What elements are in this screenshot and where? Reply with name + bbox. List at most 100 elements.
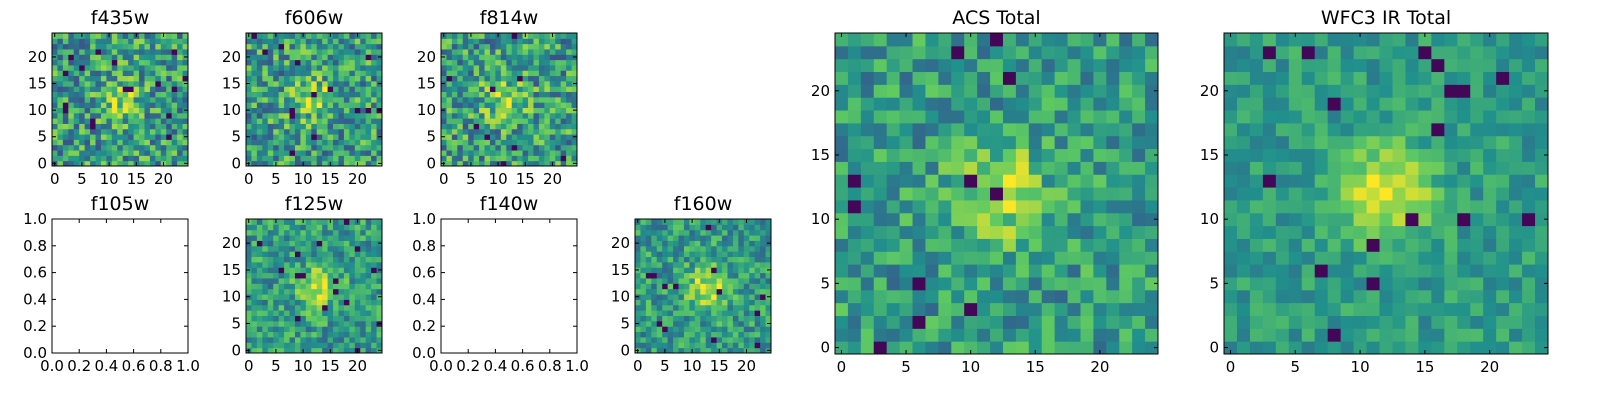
heatmap-cell <box>1418 315 1432 329</box>
heatmap-cell <box>360 336 367 343</box>
heatmap-cell <box>1288 225 1303 239</box>
heatmap-cell <box>538 38 545 45</box>
heatmap-cell <box>727 229 734 236</box>
heatmap-cell <box>727 342 734 349</box>
heatmap-cell <box>754 256 761 263</box>
heatmap-cell <box>376 155 383 162</box>
heatmap-cell <box>1288 328 1303 342</box>
heatmap-cell <box>656 272 663 279</box>
heatmap-cell <box>371 139 378 146</box>
heatmap-cell <box>951 148 965 162</box>
heatmap-cell <box>122 91 129 98</box>
heatmap-cell <box>1015 33 1030 47</box>
heatmap-cell <box>305 118 312 124</box>
heatmap-cell <box>1015 148 1030 162</box>
heatmap-cell <box>1301 71 1316 85</box>
heatmap-cell <box>1522 289 1536 304</box>
heatmap-cell <box>267 256 274 263</box>
heatmap-cell <box>1353 315 1368 329</box>
heatmap-cell <box>1106 135 1120 150</box>
heatmap-cell <box>1483 174 1497 188</box>
heatmap-cell <box>1405 289 1419 304</box>
heatmap-cell <box>964 97 978 111</box>
heatmap-cell <box>62 128 69 135</box>
heatmap-cell <box>365 96 372 103</box>
heatmap-cell <box>700 235 707 241</box>
heatmap-cell <box>1119 302 1133 316</box>
heatmap-cell <box>155 123 162 130</box>
x-tick-label: 5 <box>1291 358 1301 376</box>
heatmap-cell <box>1405 33 1419 47</box>
heatmap-cell <box>1002 328 1017 342</box>
heatmap-cell <box>177 123 184 130</box>
heatmap-cell <box>749 219 756 225</box>
heatmap-cell <box>705 331 712 338</box>
heatmap-cell <box>656 235 663 241</box>
x-tick-label: 0.2 <box>67 357 91 375</box>
heatmap-cell <box>327 235 334 241</box>
heatmap-cell <box>1457 122 1471 137</box>
heatmap-cell <box>560 123 567 130</box>
heatmap-cell <box>90 160 97 167</box>
heatmap-cell <box>1405 187 1419 201</box>
heatmap-cell <box>446 112 453 119</box>
heatmap-cell <box>1379 135 1393 150</box>
heatmap-cell <box>1041 302 1056 316</box>
heatmap-cell <box>571 48 578 55</box>
heatmap-cell <box>479 59 486 66</box>
heatmap-cell <box>1015 225 1030 239</box>
heatmap-cell <box>117 102 124 108</box>
heatmap-cell <box>964 302 978 316</box>
heatmap-cell <box>160 91 167 98</box>
heatmap-cell <box>246 283 252 290</box>
heatmap-cell <box>511 144 518 151</box>
heatmap-cell <box>149 70 156 77</box>
heatmap-cell <box>256 54 263 61</box>
heatmap-cell <box>256 294 263 300</box>
heatmap-cell <box>1327 135 1342 150</box>
heatmap-cell <box>1002 97 1017 111</box>
heatmap-cell <box>1340 187 1355 201</box>
heatmap-cell <box>500 70 507 77</box>
heatmap-cell <box>1418 187 1432 201</box>
heatmap-cell <box>311 150 318 156</box>
heatmap-cell <box>738 251 745 258</box>
heatmap-cell <box>662 251 669 258</box>
heatmap-cell <box>651 294 658 300</box>
heatmap-cell <box>899 148 914 162</box>
heatmap-cell <box>899 341 914 355</box>
heatmap-cell <box>144 144 151 151</box>
heatmap-cell <box>899 302 914 316</box>
heatmap-cell <box>1392 135 1406 150</box>
heatmap-cell <box>1327 315 1342 329</box>
heatmap-cell <box>722 251 728 258</box>
heatmap-cell <box>305 144 312 151</box>
heatmap-cell <box>1262 276 1277 291</box>
heatmap-cell <box>656 320 663 327</box>
heatmap-cell <box>1483 251 1497 265</box>
heatmap-cell <box>371 150 378 156</box>
heatmap-cell <box>262 342 269 349</box>
heatmap-cell <box>376 224 383 231</box>
heatmap-cell <box>338 245 345 252</box>
heatmap-cell <box>354 342 361 349</box>
heatmap-cell <box>371 261 378 268</box>
heatmap-cell <box>256 256 263 263</box>
heatmap-cell <box>656 299 663 306</box>
heatmap-cell <box>938 289 952 304</box>
heatmap-cell <box>338 219 345 225</box>
heatmap-cell <box>1327 212 1342 227</box>
heatmap-cell <box>289 251 296 258</box>
heatmap-cell <box>349 267 356 274</box>
heatmap-cell <box>1444 174 1458 188</box>
heatmap-cell <box>645 347 652 354</box>
heatmap-cell <box>117 91 124 98</box>
heatmap-cell <box>1340 135 1355 150</box>
heatmap-cell <box>977 97 991 111</box>
heatmap-cell <box>1249 289 1264 304</box>
heatmap-cell <box>1041 71 1056 85</box>
heatmap-cell <box>316 134 323 140</box>
heatmap-cell <box>376 251 383 258</box>
heatmap-cell <box>73 43 80 50</box>
